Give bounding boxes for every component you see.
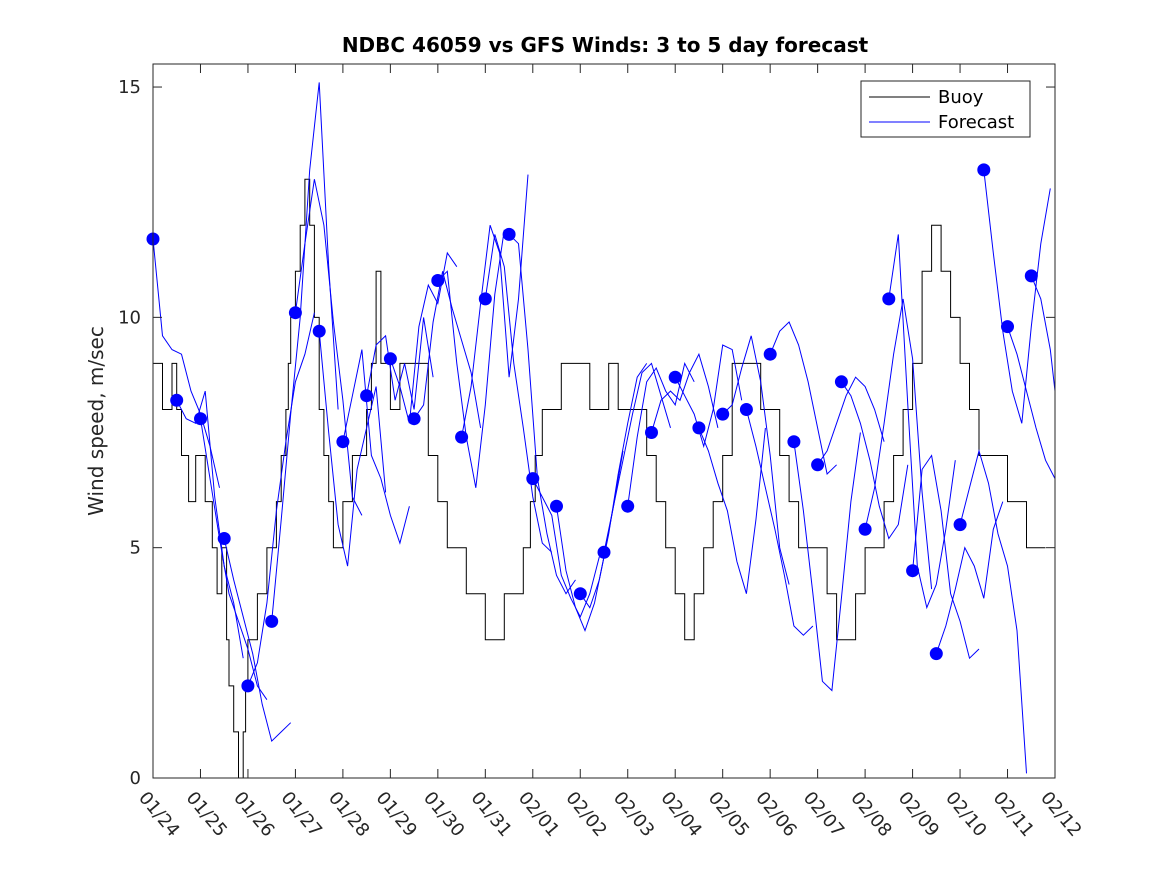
forecast-point-28 — [787, 435, 801, 449]
forecast-point-27 — [763, 347, 777, 361]
forecast-point-12 — [407, 412, 421, 426]
forecast-line-14 — [461, 174, 529, 438]
forecast-line-24 — [698, 427, 766, 594]
forecast-line-7 — [294, 179, 363, 516]
forecast-point-10 — [360, 389, 374, 403]
forecast-point-3 — [194, 412, 207, 426]
forecast-point-8 — [312, 324, 326, 338]
forecast-point-16 — [502, 227, 516, 241]
forecast-point-4 — [217, 532, 231, 545]
forecast-line-27 — [769, 321, 837, 475]
forecast-point-15 — [478, 292, 492, 306]
y-tick-label: 15 — [118, 77, 141, 98]
forecast-line-19 — [579, 363, 648, 609]
forecast-line-25 — [722, 335, 790, 585]
forecast-point-21 — [621, 499, 635, 513]
forecast-point-29 — [811, 458, 825, 472]
legend: Buoy Forecast — [860, 80, 1031, 138]
forecast-point-37 — [1001, 320, 1014, 334]
forecast-line-2 — [176, 390, 244, 659]
forecast-line-28 — [793, 432, 861, 692]
forecast-line-26 — [745, 409, 814, 636]
y-tick-label: 10 — [118, 307, 141, 328]
forecast-line-3 — [200, 418, 268, 700]
forecast-line-8 — [318, 331, 387, 567]
forecast-line-12 — [413, 271, 482, 428]
forecast-line-38 — [1030, 275, 1056, 392]
forecast-line-37 — [1007, 326, 1056, 479]
forecast-line-29 — [817, 376, 885, 466]
y-tick-label: 0 — [130, 768, 141, 789]
forecast-point-26 — [739, 403, 753, 416]
forecast-point-36 — [977, 163, 991, 177]
y-tick-label: 5 — [130, 538, 141, 559]
forecast-line-15 — [484, 234, 553, 553]
forecast-line-9 — [342, 349, 410, 545]
forecast-point-13 — [431, 274, 445, 287]
forecast-line-33 — [912, 454, 980, 660]
forecast-point-32 — [882, 292, 896, 306]
chart-title: NDBC 46059 vs GFS Winds: 3 to 5 day fore… — [342, 33, 869, 57]
forecast-point-5 — [241, 679, 255, 693]
forecast-point-18 — [550, 499, 563, 513]
legend-box — [860, 80, 1031, 138]
forecast-points-group — [146, 163, 1038, 693]
forecast-point-33 — [906, 564, 920, 578]
y-axis: 0 5 10 15 — [118, 77, 1055, 789]
forecast-line-36 — [983, 169, 1051, 424]
forecast-point-35 — [953, 518, 967, 532]
forecast-line-31 — [864, 298, 933, 590]
forecast-line-35 — [959, 449, 1027, 774]
forecast-point-14 — [455, 430, 469, 444]
axes-box — [152, 63, 1056, 779]
forecast-point-19 — [573, 587, 587, 601]
forecast-line-1 — [152, 238, 220, 488]
forecast-line-16 — [508, 234, 576, 595]
forecast-line-34 — [935, 501, 1004, 654]
plot-area — [153, 64, 1055, 778]
forecast-point-30 — [834, 375, 848, 389]
legend-forecast-label: Forecast — [938, 112, 1014, 133]
forecast-point-24 — [692, 421, 706, 435]
forecast-line-13 — [437, 229, 505, 488]
y-axis-label: Wind speed, m/sec — [84, 326, 108, 516]
forecast-point-6 — [265, 614, 279, 628]
forecast-point-9 — [336, 435, 350, 449]
legend-buoy-label: Buoy — [938, 87, 984, 108]
forecast-point-7 — [288, 306, 302, 320]
forecast-point-23 — [668, 370, 682, 384]
forecast-point-2 — [170, 393, 184, 407]
forecast-line-10 — [366, 317, 434, 410]
forecast-point-38 — [1024, 269, 1038, 283]
forecast-line-30 — [840, 381, 909, 540]
forecast-line-5 — [247, 312, 315, 687]
forecast-line-11 — [389, 251, 458, 424]
forecast-line-20 — [603, 362, 671, 553]
forecast-point-11 — [383, 352, 397, 366]
forecast-point-25 — [716, 407, 730, 421]
forecast-line-21 — [627, 361, 695, 507]
forecast-line-4 — [223, 538, 292, 743]
forecast-point-20 — [597, 545, 611, 559]
forecast-point-17 — [526, 472, 540, 486]
forecast-point-31 — [858, 522, 872, 536]
forecast-line-23 — [674, 344, 743, 449]
forecast-point-22 — [645, 426, 658, 439]
forecast-line-17 — [532, 478, 600, 618]
forecast-line-22 — [651, 352, 719, 433]
forecast-point-34 — [929, 647, 943, 661]
forecast-series-group — [152, 82, 1056, 774]
